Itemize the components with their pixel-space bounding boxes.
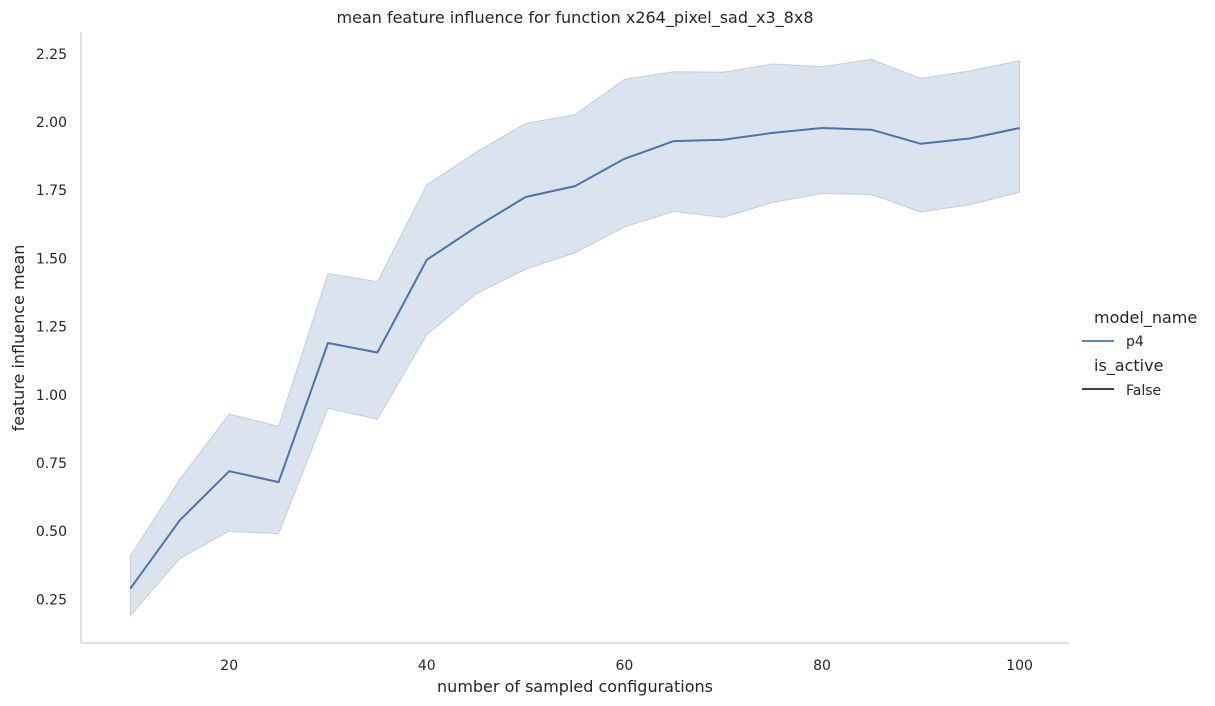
y-tick-label: 2.25 — [36, 47, 67, 63]
y-tick-label: 0.75 — [36, 456, 67, 472]
series-line-p4 — [129, 127, 1020, 589]
x-axis-ticks: 20 40 60 80 100 — [220, 658, 1033, 674]
x-axis-title: number of sampled configurations — [437, 677, 713, 696]
y-tick-label: 2.00 — [36, 115, 67, 131]
legend-style-title: is_active — [1094, 356, 1163, 376]
y-tick-label: 1.25 — [36, 320, 67, 336]
legend-label-false: False — [1126, 383, 1161, 399]
chart-title: mean feature influence for function x264… — [336, 8, 813, 28]
plot-area — [129, 58, 1021, 618]
x-tick-label: 40 — [418, 658, 436, 674]
legend-label-p4: p4 — [1126, 334, 1144, 350]
x-tick-label: 100 — [1006, 658, 1033, 674]
y-axis-title: feature influence mean — [9, 245, 28, 432]
legend: model_name p4 is_active False — [1082, 308, 1197, 399]
confidence-band — [129, 58, 1021, 618]
x-tick-label: 80 — [813, 658, 831, 674]
y-axis-ticks: 0.25 0.50 0.75 1.00 1.25 1.50 1.75 2.00 2.25 — [36, 47, 67, 609]
y-tick-label: 1.75 — [36, 183, 67, 199]
y-tick-label: 0.50 — [36, 524, 67, 540]
x-tick-label: 60 — [615, 658, 633, 674]
legend-hue-title: model_name — [1094, 308, 1197, 328]
y-tick-label: 0.25 — [36, 592, 67, 608]
y-tick-label: 1.50 — [36, 251, 67, 267]
y-tick-label: 1.00 — [36, 388, 67, 404]
x-tick-label: 20 — [220, 658, 238, 674]
